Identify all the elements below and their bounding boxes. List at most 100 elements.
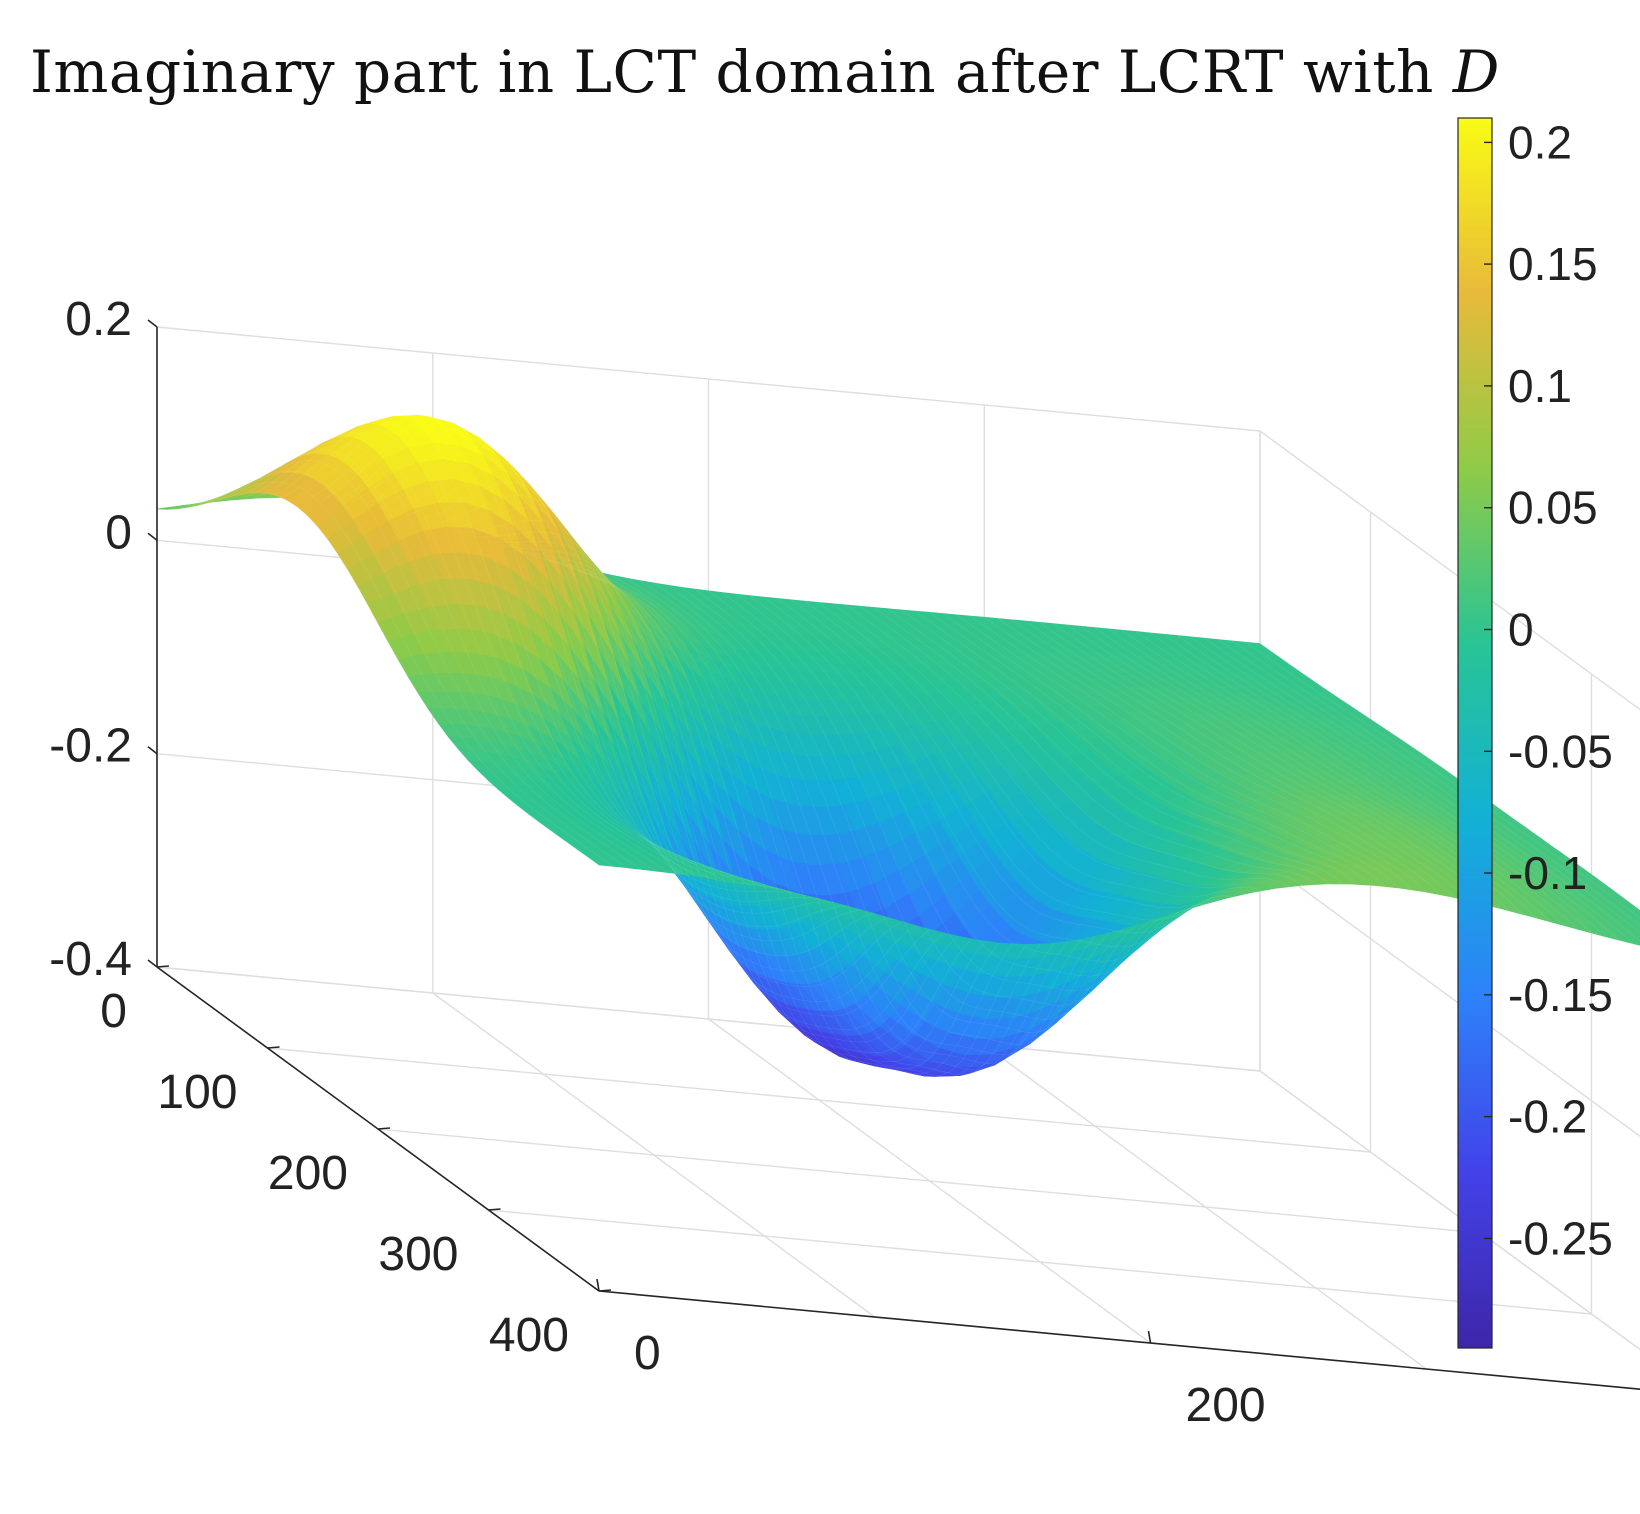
x-tick-label: 0 — [634, 1327, 661, 1380]
colorbar-bar — [1457, 117, 1493, 1349]
surface-mesh-line — [804, 600, 1248, 909]
surface-mesh-line — [432, 494, 875, 957]
y-tick — [488, 1208, 501, 1211]
surface-mesh-line — [294, 414, 738, 883]
surface-mesh-line — [970, 615, 1413, 891]
surface-mesh-line — [377, 446, 820, 902]
surface-mesh-line — [818, 602, 1261, 898]
z-tick-label: 0.2 — [65, 293, 132, 346]
surface-mesh-line — [308, 415, 751, 885]
surface-mesh-line — [336, 422, 779, 890]
x-tick — [1147, 1330, 1152, 1344]
grid-backwall-z — [156, 966, 1261, 1072]
y-tick — [598, 1289, 612, 1292]
surface-mesh-line — [763, 596, 1206, 948]
colorbar-tick-label: 0.2 — [1508, 116, 1572, 168]
surface-mesh-line — [212, 449, 655, 872]
y-tick-label: 400 — [489, 1309, 569, 1362]
y-tick-label: 300 — [378, 1228, 458, 1281]
surface-mesh-line — [1135, 631, 1579, 930]
colorbar-tick-label: 0 — [1508, 604, 1534, 656]
surface-mesh-line — [542, 558, 986, 1063]
surface-mesh-line — [873, 607, 1317, 885]
grid-backwall-z — [156, 326, 1261, 432]
z-tick — [147, 319, 158, 328]
colorbar-tick-label: -0.1 — [1508, 847, 1587, 899]
z-tick — [147, 746, 158, 755]
surface-mesh-line — [170, 481, 613, 867]
chart-title: Imaginary part in LCT domain after LCRT … — [30, 38, 1530, 106]
surface-mesh-line — [1232, 640, 1640, 926]
y-tick-label: 100 — [157, 1066, 237, 1119]
surface-mesh-line — [515, 549, 958, 1043]
surface-mesh-line — [570, 565, 1013, 1075]
surface-mesh-line — [501, 545, 944, 1031]
z-tick-label: 0 — [105, 506, 132, 559]
surface-mesh-line — [777, 598, 1220, 934]
surface-mesh-line — [735, 593, 1179, 977]
surface-mesh-line — [418, 481, 862, 942]
surface-mesh-line — [653, 582, 1096, 1056]
surface-mesh-line — [391, 457, 834, 914]
surface-mesh-line — [749, 595, 1192, 962]
surface-mesh-line — [1204, 638, 1640, 942]
colorbar-tick-label: 0.15 — [1508, 238, 1598, 290]
z-tick-label: -0.2 — [49, 720, 132, 773]
surface-mesh-line — [253, 425, 696, 877]
surface-mesh-line — [1080, 626, 1524, 915]
surface-mesh-line — [198, 460, 641, 870]
y-tick-label: 200 — [268, 1147, 348, 1200]
surface-mesh-line — [460, 519, 903, 987]
axis-layer: -0.4-0.200.201002003004000200400 — [49, 293, 1640, 1432]
z-tick — [147, 959, 158, 968]
grid-floor-y — [267, 1047, 1371, 1153]
surface-mesh-line — [901, 609, 1344, 885]
surface-mesh-line — [791, 599, 1234, 921]
surface-mesh-line — [694, 588, 1137, 1020]
surface-mesh-line — [156, 492, 600, 866]
surface-layer — [156, 414, 1640, 1077]
surface-mesh-line — [280, 416, 724, 881]
surface-mesh-line — [598, 572, 1041, 1077]
surface-mesh-line — [639, 580, 1082, 1064]
surface-mesh-line — [363, 436, 806, 896]
surface-mesh-line — [225, 440, 669, 873]
colorbar-tick-label: -0.25 — [1508, 1212, 1613, 1264]
surface-mesh-line — [239, 432, 682, 875]
surface-mesh-line — [860, 606, 1303, 886]
title-text: Imaginary part in LCT domain after LCRT … — [30, 38, 1434, 106]
surface-mesh-line — [984, 617, 1427, 893]
y-tick — [377, 1127, 391, 1130]
surface-mesh-line — [915, 610, 1358, 885]
surface-mesh-line — [942, 613, 1386, 887]
surface-mesh-line — [1039, 622, 1482, 904]
surface-mesh-line — [928, 612, 1372, 886]
colorbar-tick-label: 0.05 — [1508, 482, 1598, 534]
colorbar-tick-label: -0.05 — [1508, 725, 1613, 777]
surface-mesh-line — [625, 577, 1069, 1071]
z-tick-label: -0.4 — [49, 933, 132, 986]
surface-patch — [588, 857, 625, 868]
surface-mesh-line — [832, 603, 1275, 889]
surface-mesh-line — [349, 428, 793, 893]
surface-mesh-line — [267, 420, 710, 879]
surface-mesh-line — [446, 507, 889, 972]
title-variable: D — [1452, 38, 1500, 106]
surface-mesh-line — [405, 469, 848, 927]
x-tick — [596, 1278, 600, 1292]
colorbar-tick-label: -0.2 — [1508, 1091, 1587, 1143]
surface-mesh-line — [1025, 620, 1468, 901]
surface-mesh-line — [529, 553, 972, 1054]
surface-mesh-line — [1053, 623, 1496, 908]
y-tick-label: 0 — [100, 985, 127, 1038]
surface-mesh-line — [184, 470, 627, 868]
surface-mesh-line — [474, 531, 917, 1003]
grid-floor-y — [488, 1209, 1592, 1315]
surface-mesh-line — [1163, 633, 1606, 937]
surface-mesh-line — [887, 608, 1330, 885]
surface-mesh-line — [846, 604, 1289, 887]
surface-mesh-line — [556, 561, 1000, 1070]
z-tick — [147, 532, 158, 541]
surface-mesh-line — [1011, 619, 1455, 898]
